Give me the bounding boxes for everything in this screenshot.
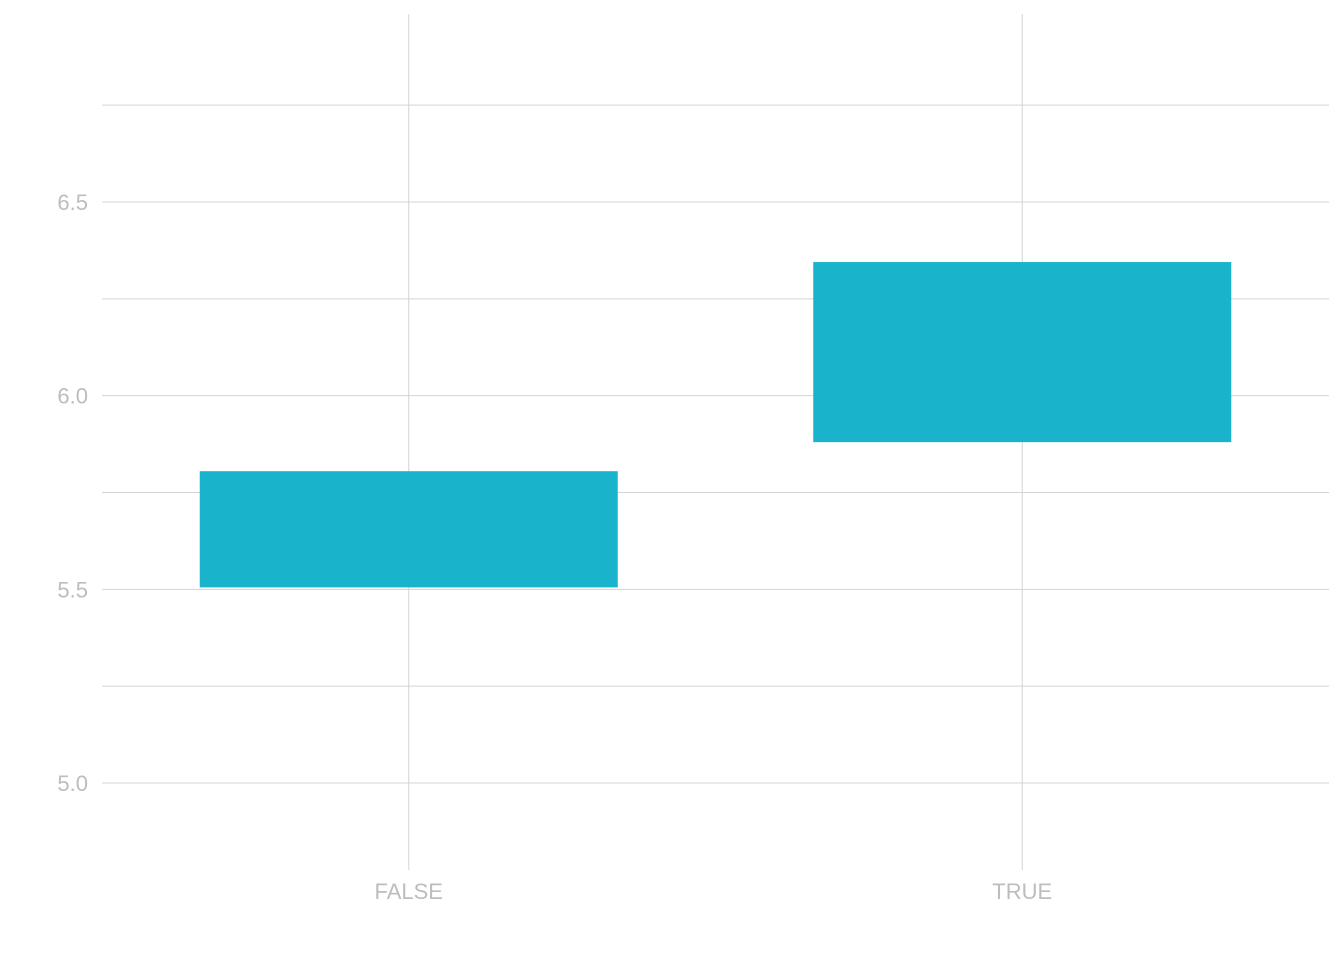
y-tick-label: 5.5	[57, 577, 88, 602]
bars	[199, 262, 1232, 588]
x-tick-label: FALSE	[375, 879, 443, 904]
y-tick-label: 5.0	[57, 771, 88, 796]
x-axis: FALSE TRUE	[375, 879, 1053, 904]
y-tick-label: 6.5	[57, 190, 88, 215]
bar-true	[813, 262, 1232, 443]
y-axis: 5.0 5.5 6.0 6.5	[57, 190, 88, 796]
bar-false	[199, 471, 618, 588]
x-tick-label: TRUE	[992, 879, 1052, 904]
y-tick-label: 6.0	[57, 384, 88, 409]
